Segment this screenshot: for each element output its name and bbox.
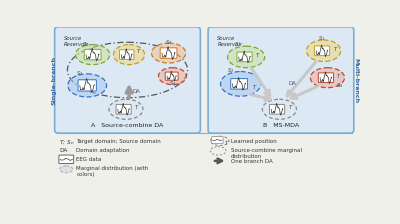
Ellipse shape bbox=[60, 166, 73, 173]
FancyBboxPatch shape bbox=[237, 52, 252, 62]
FancyBboxPatch shape bbox=[116, 104, 131, 114]
Ellipse shape bbox=[262, 99, 296, 119]
FancyBboxPatch shape bbox=[208, 27, 354, 133]
Text: $S_1$: $S_1$ bbox=[318, 34, 326, 43]
Text: Target domain; Source domain: Target domain; Source domain bbox=[76, 138, 161, 144]
Text: One branch DA: One branch DA bbox=[230, 159, 272, 164]
Text: $S_4$: $S_4$ bbox=[336, 81, 344, 90]
Text: Source-combine marginal
distribution: Source-combine marginal distribution bbox=[230, 148, 302, 159]
Text: $T$: $T$ bbox=[333, 45, 338, 53]
Ellipse shape bbox=[228, 46, 265, 68]
Text: $T$; $S_n$: $T$; $S_n$ bbox=[59, 138, 75, 147]
FancyBboxPatch shape bbox=[318, 73, 334, 83]
Text: $S_1$: $S_1$ bbox=[234, 40, 241, 49]
FancyBboxPatch shape bbox=[78, 80, 96, 91]
FancyBboxPatch shape bbox=[314, 46, 330, 56]
Text: Single-branch: Single-branch bbox=[51, 56, 56, 105]
Text: EEG data: EEG data bbox=[76, 157, 102, 162]
FancyBboxPatch shape bbox=[59, 155, 74, 164]
Ellipse shape bbox=[310, 68, 344, 88]
FancyBboxPatch shape bbox=[160, 48, 177, 58]
Ellipse shape bbox=[306, 40, 341, 62]
Text: $S_2$: $S_2$ bbox=[76, 69, 84, 78]
FancyBboxPatch shape bbox=[270, 104, 285, 114]
Text: Learned position: Learned position bbox=[230, 138, 276, 144]
Text: DA: DA bbox=[59, 148, 68, 153]
Text: DA: DA bbox=[289, 81, 296, 86]
Ellipse shape bbox=[68, 74, 106, 97]
Ellipse shape bbox=[76, 45, 110, 65]
Text: $T$: $T$ bbox=[255, 51, 261, 59]
FancyBboxPatch shape bbox=[231, 79, 248, 89]
Text: A   Source-combine DA: A Source-combine DA bbox=[91, 123, 164, 128]
Text: $T$: $T$ bbox=[252, 83, 257, 91]
Text: $T$: $T$ bbox=[136, 47, 142, 55]
Text: $S_3$: $S_3$ bbox=[165, 38, 172, 47]
Ellipse shape bbox=[152, 43, 186, 63]
Text: Marginal distribution (with
colors): Marginal distribution (with colors) bbox=[76, 166, 149, 177]
Text: Source
Reservoir: Source Reservoir bbox=[218, 36, 242, 47]
Ellipse shape bbox=[158, 68, 186, 85]
FancyBboxPatch shape bbox=[55, 27, 200, 133]
Text: $T$: $T$ bbox=[224, 138, 229, 146]
FancyBboxPatch shape bbox=[120, 50, 134, 59]
Text: Multi-branch: Multi-branch bbox=[354, 58, 359, 103]
Text: $T$: $T$ bbox=[288, 103, 294, 111]
Ellipse shape bbox=[114, 45, 144, 65]
FancyBboxPatch shape bbox=[84, 49, 101, 60]
Ellipse shape bbox=[109, 99, 143, 119]
FancyBboxPatch shape bbox=[212, 137, 223, 143]
Text: $T$: $T$ bbox=[336, 72, 342, 80]
Text: $S_2$: $S_2$ bbox=[228, 66, 235, 75]
Text: Domain adaptation: Domain adaptation bbox=[76, 148, 130, 153]
FancyBboxPatch shape bbox=[165, 72, 178, 80]
Ellipse shape bbox=[220, 71, 261, 96]
Text: B   MS-MDA: B MS-MDA bbox=[263, 123, 299, 128]
Text: $T$: $T$ bbox=[134, 103, 140, 111]
Text: $S_1$: $S_1$ bbox=[82, 40, 89, 49]
Text: Source
Reservoir: Source Reservoir bbox=[64, 36, 89, 47]
Text: DA: DA bbox=[132, 89, 140, 94]
Text: $S_4$: $S_4$ bbox=[169, 80, 177, 88]
